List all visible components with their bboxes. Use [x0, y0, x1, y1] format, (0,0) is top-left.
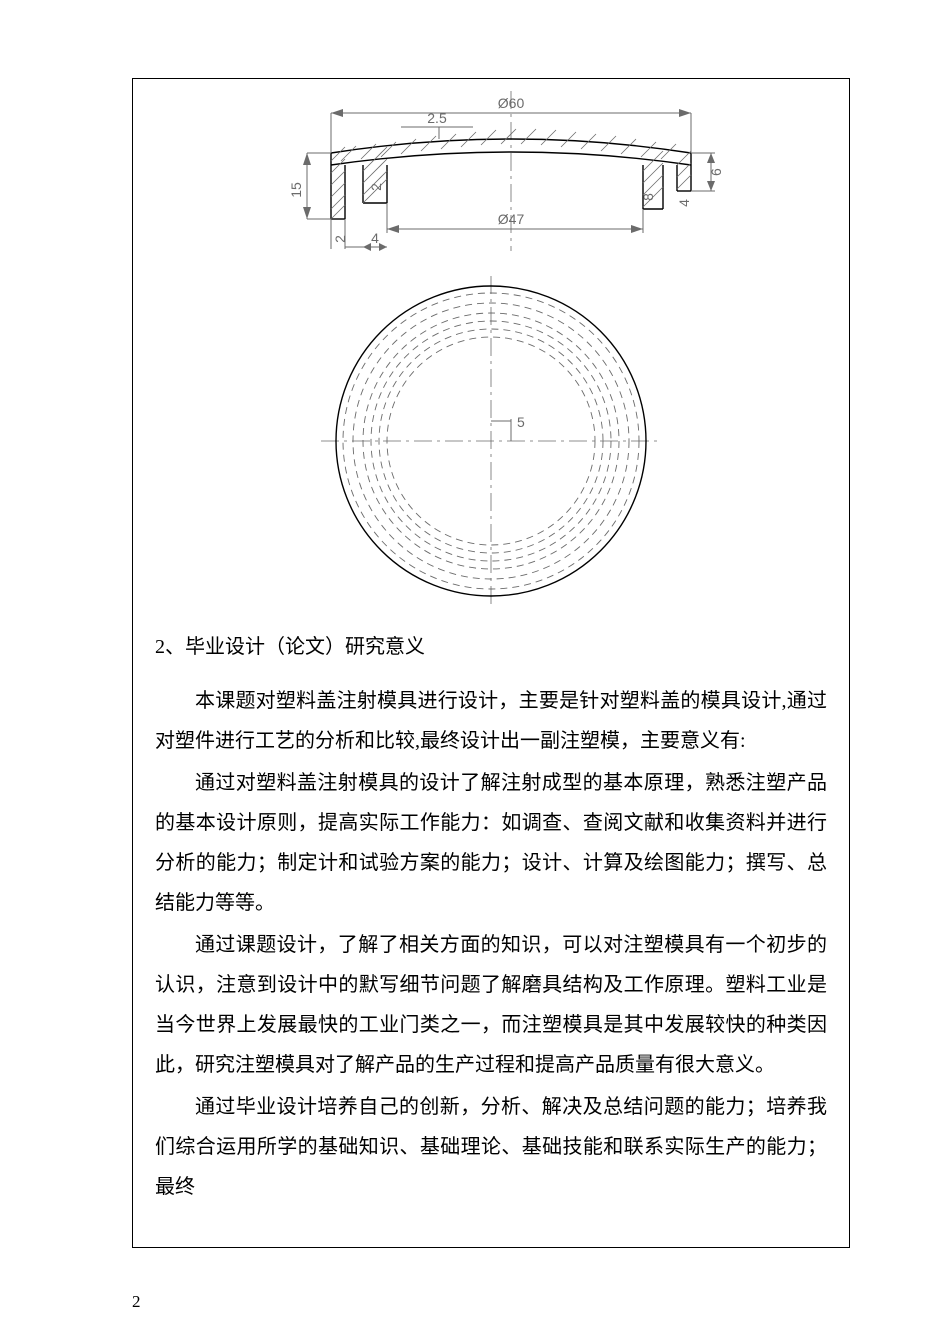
dim-h4: 4 [676, 199, 692, 207]
top-view: 5 [311, 271, 671, 611]
dim-h8: 8 [640, 193, 656, 201]
paragraph-4: 通过毕业设计培养自己的创新，分析、解决及总结问题的能力；培养我们综合运用所学的基… [155, 1087, 827, 1207]
paragraph-1: 本课题对塑料盖注射模具进行设计，主要是针对塑料盖的模具设计,通过对塑件进行工艺的… [155, 681, 827, 761]
section-view: Ø60 2.5 Ø47 15 2 [211, 91, 771, 271]
dim-w2b: 2 [368, 183, 384, 191]
page-number: 2 [132, 1292, 141, 1312]
content-frame: Ø60 2.5 Ø47 15 2 [132, 78, 850, 1248]
engineering-drawing: Ø60 2.5 Ø47 15 2 [155, 91, 827, 611]
page: Ø60 2.5 Ø47 15 2 [0, 0, 950, 1344]
dim-d47: Ø47 [498, 211, 525, 227]
dim-h6: 6 [708, 168, 724, 176]
section-heading: 2、毕业设计（论文）研究意义 [155, 631, 827, 663]
dim-d60: Ø60 [498, 95, 525, 111]
dim-h15: 15 [288, 182, 304, 198]
dim-w4: 4 [371, 230, 379, 246]
paragraph-3: 通过课题设计，了解了相关方面的知识，可以对注塑模具有一个初步的认识，注意到设计中… [155, 925, 827, 1085]
dim-t25: 2.5 [427, 110, 447, 126]
paragraph-2: 通过对塑料盖注射模具的设计了解注射成型的基本原理，熟悉注塑产品的基本设计原则，提… [155, 763, 827, 923]
dim-w2a: 2 [332, 235, 348, 243]
dim-c5: 5 [517, 414, 525, 430]
